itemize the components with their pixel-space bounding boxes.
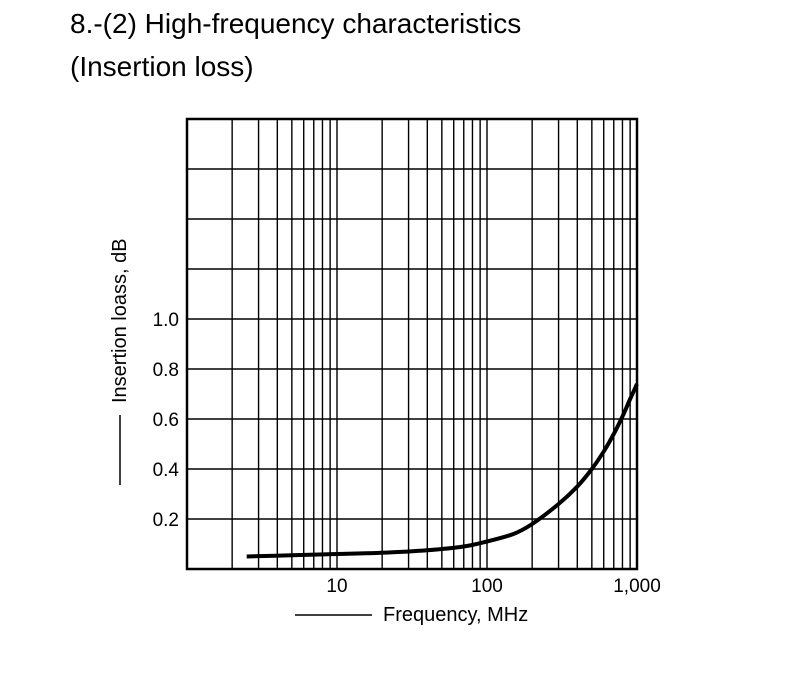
y-tick-label: 0.4 — [153, 460, 180, 481]
x-axis-label: Frequency, MHz — [383, 604, 528, 626]
plot-frame — [185, 117, 639, 571]
y-tick-label: 0.8 — [153, 360, 179, 381]
series-layer — [246, 383, 639, 559]
tick-labels: 10 100 1,000 0.2 0.4 0.6 0.8 1.0 — [153, 310, 661, 597]
y-axis-label: Insertion loass, dB — [109, 238, 131, 403]
chart-title-line-2: (Insertion loss) — [70, 51, 254, 82]
chart-title-line-1: 8.-(2) High-frequency characteristics — [70, 8, 522, 39]
grid-lines — [187, 119, 637, 569]
x-tick-label: 10 — [326, 576, 347, 597]
x-tick-label: 100 — [471, 576, 503, 597]
y-tick-label: 0.2 — [153, 510, 179, 531]
x-tick-label: 1,000 — [613, 576, 661, 597]
y-tick-label: 0.6 — [153, 410, 179, 431]
axis-titles: Frequency, MHz Insertion loass, dB — [109, 238, 528, 626]
y-tick-label: 1.0 — [153, 310, 179, 331]
insertion-loss-curve — [246, 383, 639, 559]
